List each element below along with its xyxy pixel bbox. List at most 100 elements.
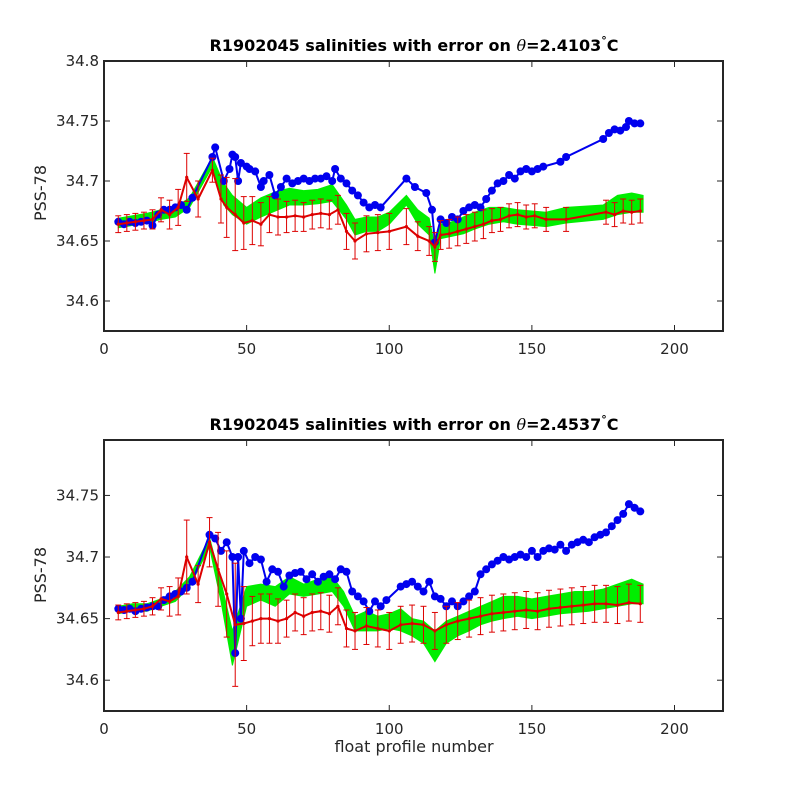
mapped-salinity-point <box>447 232 451 236</box>
mapped-salinity-point <box>168 213 172 217</box>
mapped-salinity-point <box>259 617 263 621</box>
float-salinity-point <box>505 171 514 179</box>
float-salinity-point <box>482 195 491 203</box>
mapped-salinity-point <box>507 214 511 218</box>
float-salinity-point <box>607 522 616 531</box>
mapped-salinity-point <box>210 168 214 172</box>
plot-frame <box>103 60 724 332</box>
mapped-salinity-point <box>344 626 349 631</box>
x-tick-label: 50 <box>237 340 256 358</box>
float-salinity-point <box>371 597 379 606</box>
float-salinity-point <box>182 205 191 214</box>
float-salinity-point <box>410 183 419 191</box>
bottom-title-degree: ° <box>601 413 607 426</box>
float-salinity-point <box>413 582 422 591</box>
float-salinity-point <box>476 570 485 579</box>
float-salinity-point <box>342 567 351 576</box>
float-salinity-point <box>539 162 548 171</box>
float-salinity-point <box>359 198 368 207</box>
float-salinity-point <box>556 157 565 166</box>
float-salinity-point <box>311 174 320 183</box>
float-salinity-point <box>296 567 305 576</box>
float-salinity-point <box>522 553 531 561</box>
float-salinity-point <box>630 503 639 512</box>
mapped-salinity-point <box>353 239 357 243</box>
float-salinity-point <box>239 546 248 555</box>
mapped-salinity-point <box>467 617 471 621</box>
y-tick-label: 34.75 <box>56 486 99 504</box>
mapped-salinity-point <box>498 217 503 221</box>
float-salinity-point <box>599 135 608 143</box>
y-tick-label: 34.7 <box>66 548 99 566</box>
mapped-salinity-point <box>233 213 237 217</box>
mapped-salinity-point <box>615 603 620 607</box>
float-salinity-point <box>550 545 559 554</box>
float-salinity-point <box>419 587 428 596</box>
mapped-salinity-point <box>547 607 551 611</box>
mapped-salinity-point <box>478 614 483 618</box>
float-salinity-point <box>636 507 645 516</box>
mapped-salinity-point <box>627 601 631 605</box>
x-tick-label: 200 <box>660 720 689 738</box>
mapped-salinity-point <box>225 592 229 596</box>
mapped-salinity-point <box>310 610 314 615</box>
plot-series-group <box>114 117 645 274</box>
float-salinity-point <box>487 186 496 195</box>
salinity-error-band <box>117 155 644 274</box>
float-salinity-point <box>279 582 288 591</box>
mapped-salinity-point <box>593 602 597 606</box>
float-salinity-point <box>604 129 613 137</box>
mapped-salinity-point <box>250 219 254 223</box>
mapped-salinity-point <box>490 219 494 223</box>
float-salinity-point <box>499 177 508 185</box>
float-salinity-point <box>336 174 345 183</box>
mapped-salinity-point <box>133 608 137 612</box>
mapped-salinity-point <box>416 234 420 238</box>
float-salinity-point <box>470 587 479 596</box>
mapped-salinity-point <box>410 621 414 626</box>
mapped-salinity-point <box>404 225 408 229</box>
mapped-salinity-point <box>142 607 146 611</box>
float-salinity-point <box>322 172 331 181</box>
mapped-salinity-point <box>581 603 585 607</box>
mapped-salinity-point <box>564 217 568 221</box>
float-salinity-point <box>436 215 445 224</box>
float-salinity-point <box>630 119 639 128</box>
x-tick-label: 150 <box>518 340 547 358</box>
float-salinity-point <box>613 516 622 525</box>
float-salinity-point <box>256 555 265 564</box>
plot-series-group <box>114 500 645 687</box>
y-tick-label: 34.8 <box>66 52 99 70</box>
mapped-salinity-point <box>293 610 297 615</box>
bottom-title-theta: θ <box>516 415 526 434</box>
float-salinity-point <box>376 602 385 611</box>
float-salinity-point <box>459 207 468 215</box>
float-salinity-point <box>353 191 362 200</box>
float-salinity-point <box>251 167 260 176</box>
plot-frame <box>103 439 724 712</box>
mapped-salinity-point <box>185 175 189 179</box>
mapped-salinity-point <box>433 629 437 633</box>
x-tick-label: 0 <box>99 340 109 358</box>
x-tick-label: 200 <box>660 340 689 358</box>
float-salinity-point <box>533 553 542 561</box>
mapped-salinity-point <box>225 205 229 209</box>
bottom-title-unit: C <box>607 415 619 434</box>
mapped-salinity-point <box>267 617 271 621</box>
float-salinity-point <box>353 592 362 601</box>
mapped-salinity-point <box>387 229 391 233</box>
x-tick-label: 150 <box>518 720 547 738</box>
float-salinity-point <box>556 540 565 549</box>
float-salinity-point <box>302 575 311 584</box>
float-salinity-point <box>602 528 610 537</box>
mapped-salinity-point <box>327 213 331 217</box>
mapped-salinity-point <box>302 614 306 618</box>
float-salinity-point <box>274 567 282 576</box>
float-salinity-point <box>234 553 243 561</box>
top-title-unit: C <box>607 36 619 55</box>
mapped-salinity-point <box>464 227 468 231</box>
mapped-salinity-point <box>293 214 297 218</box>
float-salinity-point <box>308 570 317 579</box>
y-tick-label: 34.65 <box>56 610 99 628</box>
x-tick-label: 0 <box>99 720 109 738</box>
